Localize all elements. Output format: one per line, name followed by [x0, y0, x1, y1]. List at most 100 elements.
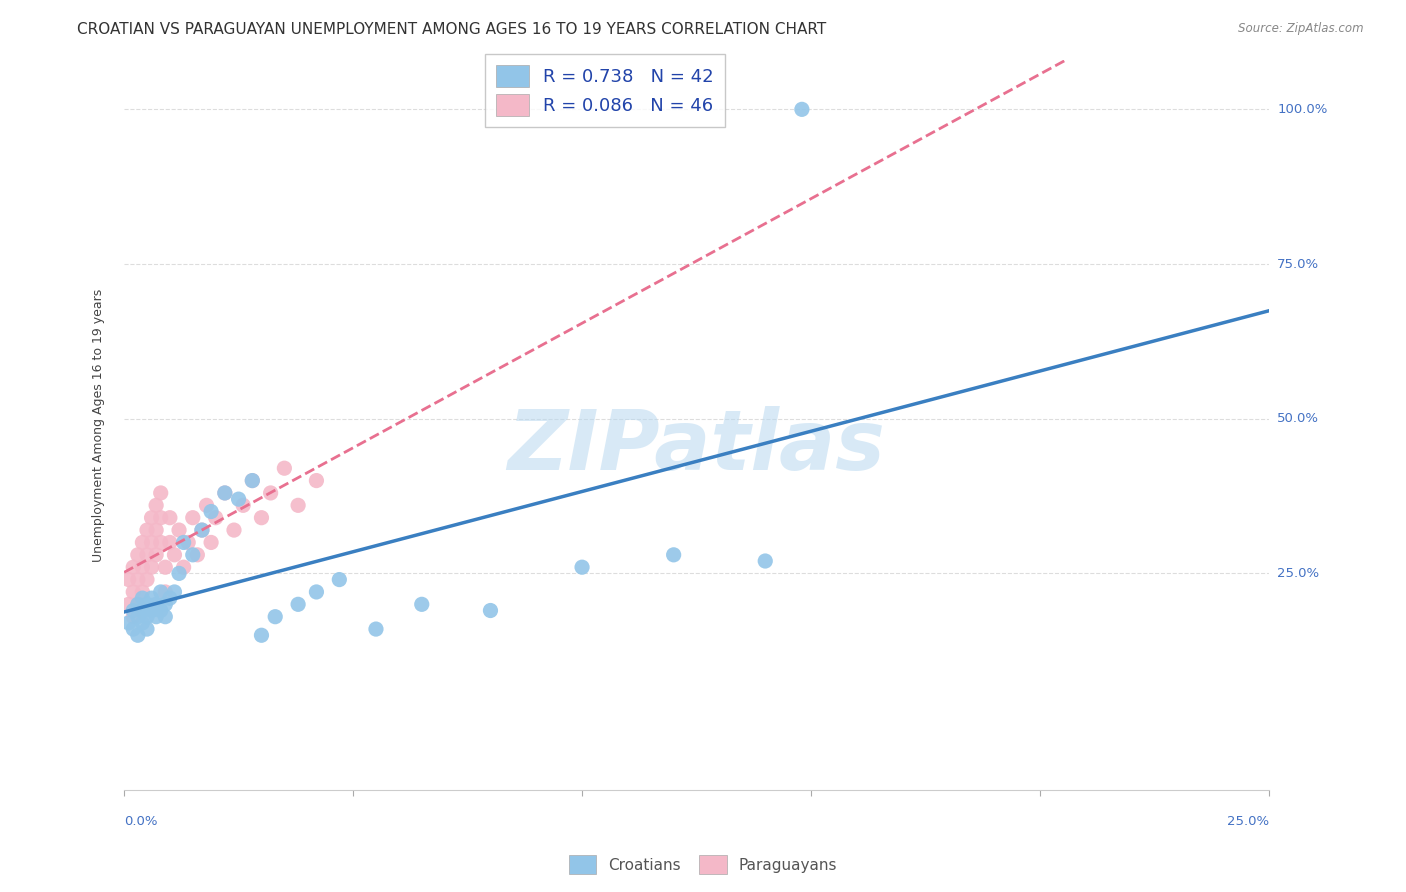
Point: [136, 573, 159, 587]
Point: [571, 560, 593, 574]
Point: [145, 609, 167, 624]
Point: [214, 486, 236, 500]
Point: [145, 499, 167, 513]
Point: [159, 535, 181, 549]
Text: 100.0%: 100.0%: [1278, 103, 1327, 116]
Point: [155, 609, 177, 624]
Point: [141, 560, 163, 574]
Point: [149, 535, 172, 549]
Point: [127, 548, 149, 562]
Point: [479, 603, 502, 617]
Point: [141, 591, 163, 606]
Point: [159, 591, 181, 606]
Point: [127, 597, 149, 611]
Point: [195, 499, 218, 513]
Text: 0.0%: 0.0%: [124, 815, 157, 828]
Point: [287, 597, 309, 611]
Y-axis label: Unemployment Among Ages 16 to 19 years: Unemployment Among Ages 16 to 19 years: [93, 288, 105, 562]
Point: [118, 573, 141, 587]
Point: [141, 603, 163, 617]
Point: [173, 560, 195, 574]
Point: [200, 535, 222, 549]
Text: 25.0%: 25.0%: [1278, 567, 1319, 580]
Point: [163, 585, 186, 599]
Text: 25.0%: 25.0%: [1227, 815, 1270, 828]
Point: [149, 585, 172, 599]
Point: [155, 597, 177, 611]
Point: [191, 523, 214, 537]
Point: [232, 499, 254, 513]
Point: [131, 615, 153, 630]
Point: [177, 535, 200, 549]
Point: [214, 486, 236, 500]
Legend: R = 0.738   N = 42, R = 0.086   N = 46: R = 0.738 N = 42, R = 0.086 N = 46: [485, 54, 724, 128]
Text: 75.0%: 75.0%: [1278, 258, 1319, 270]
Text: CROATIAN VS PARAGUAYAN UNEMPLOYMENT AMONG AGES 16 TO 19 YEARS CORRELATION CHART: CROATIAN VS PARAGUAYAN UNEMPLOYMENT AMON…: [77, 22, 827, 37]
Point: [136, 523, 159, 537]
Point: [181, 510, 204, 524]
Point: [181, 548, 204, 562]
Point: [186, 548, 208, 562]
Point: [136, 622, 159, 636]
Point: [250, 510, 273, 524]
Point: [127, 628, 149, 642]
Legend: Croatians, Paraguayans: Croatians, Paraguayans: [562, 849, 844, 880]
Point: [127, 573, 149, 587]
Point: [240, 474, 263, 488]
Point: [141, 535, 163, 549]
Point: [127, 609, 149, 624]
Point: [155, 560, 177, 574]
Point: [167, 566, 190, 581]
Point: [662, 548, 685, 562]
Point: [122, 560, 145, 574]
Point: [287, 499, 309, 513]
Point: [145, 548, 167, 562]
Point: [163, 548, 186, 562]
Point: [200, 504, 222, 518]
Point: [259, 486, 281, 500]
Point: [127, 597, 149, 611]
Point: [328, 573, 350, 587]
Point: [273, 461, 295, 475]
Point: [754, 554, 776, 568]
Point: [173, 535, 195, 549]
Point: [122, 609, 145, 624]
Point: [264, 609, 287, 624]
Point: [364, 622, 387, 636]
Point: [149, 510, 172, 524]
Point: [118, 597, 141, 611]
Text: Source: ZipAtlas.com: Source: ZipAtlas.com: [1239, 22, 1364, 36]
Point: [131, 591, 153, 606]
Point: [131, 535, 153, 549]
Point: [122, 603, 145, 617]
Point: [228, 492, 250, 507]
Point: [250, 628, 273, 642]
Point: [122, 585, 145, 599]
Point: [141, 510, 163, 524]
Point: [222, 523, 245, 537]
Point: [155, 585, 177, 599]
Point: [118, 615, 141, 630]
Point: [131, 603, 153, 617]
Point: [122, 622, 145, 636]
Point: [136, 597, 159, 611]
Text: 50.0%: 50.0%: [1278, 412, 1319, 425]
Point: [191, 523, 214, 537]
Point: [131, 560, 153, 574]
Point: [131, 585, 153, 599]
Point: [159, 510, 181, 524]
Point: [305, 474, 328, 488]
Point: [149, 486, 172, 500]
Point: [145, 523, 167, 537]
Point: [240, 474, 263, 488]
Point: [167, 523, 190, 537]
Point: [149, 603, 172, 617]
Point: [136, 609, 159, 624]
Point: [411, 597, 433, 611]
Point: [136, 548, 159, 562]
Text: ZIPatlas: ZIPatlas: [508, 406, 886, 487]
Point: [145, 597, 167, 611]
Point: [204, 510, 226, 524]
Point: [790, 103, 813, 117]
Point: [305, 585, 328, 599]
